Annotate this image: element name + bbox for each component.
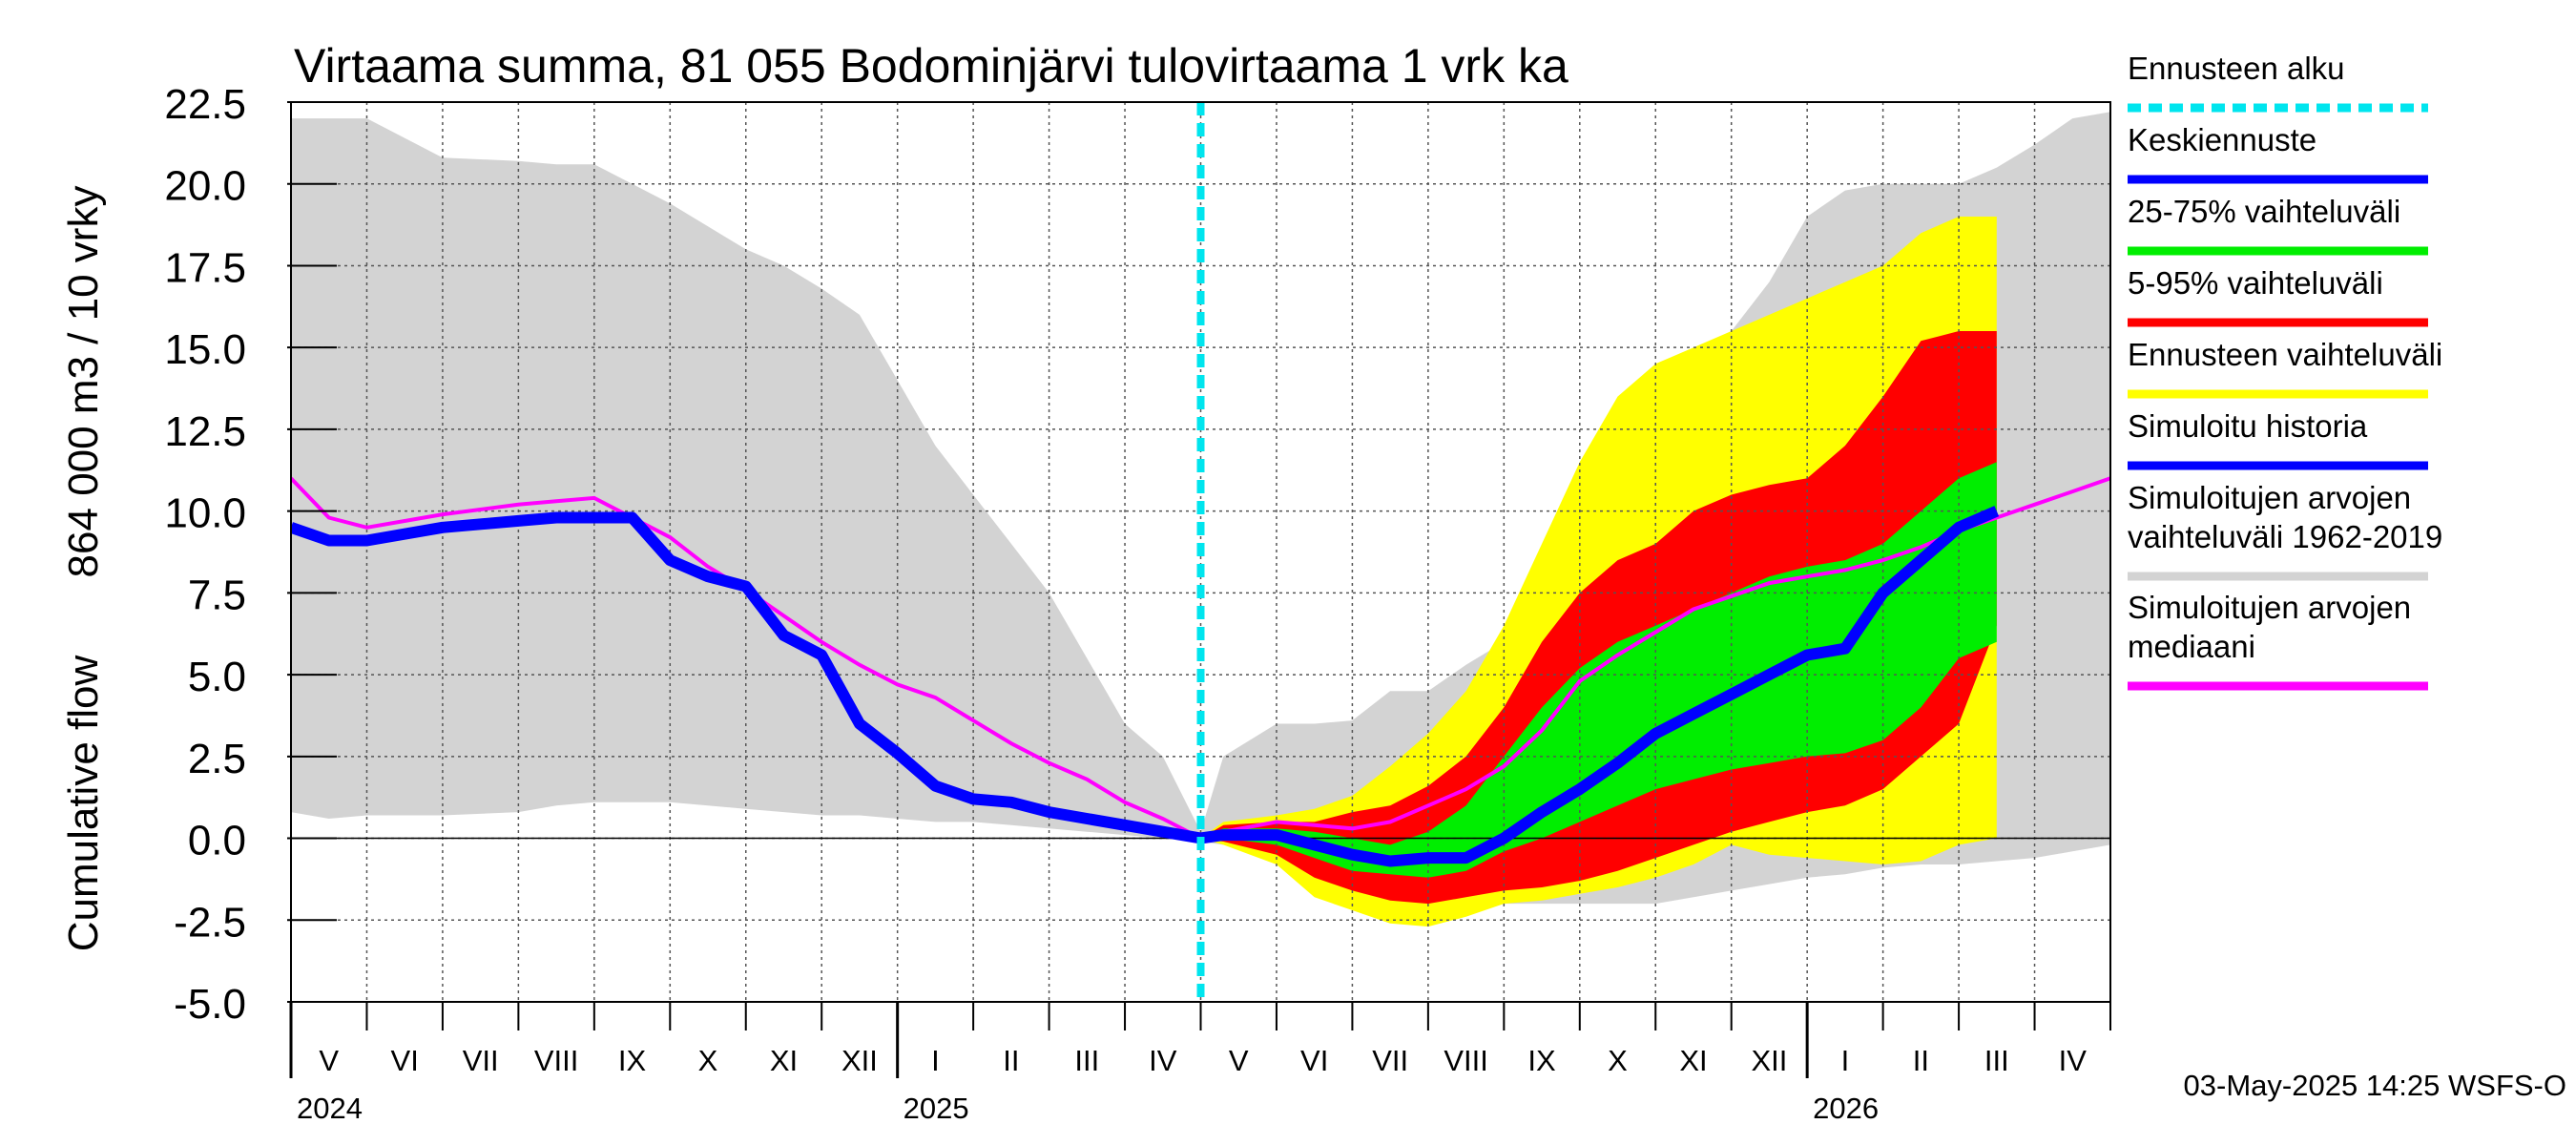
legend-label: Simuloitujen arvojen bbox=[2128, 480, 2411, 515]
y-tick-label: 22.5 bbox=[164, 81, 246, 128]
month-label: V bbox=[319, 1044, 339, 1077]
legend-label: Keskiennuste bbox=[2128, 122, 2316, 157]
y-axis: 22.5 20.0 17.5 15.0 12.5 10.0 7.5 5.0 2.5 0.0 -2.5… bbox=[164, 81, 337, 1028]
month-label: VII bbox=[463, 1044, 499, 1077]
simulated-history-line bbox=[291, 511, 1202, 844]
legend-label: 25-75% vaihteluväli bbox=[2128, 194, 2400, 229]
y-axis-label-top: 864 000 m3 / 10 vrky bbox=[60, 186, 107, 578]
month-label: II bbox=[1913, 1044, 1929, 1077]
month-label: IX bbox=[618, 1044, 647, 1077]
month-label: IV bbox=[2059, 1044, 2088, 1077]
y-tick-label: 15.0 bbox=[164, 326, 246, 373]
month-label: VI bbox=[391, 1044, 419, 1077]
y-tick-label: 10.0 bbox=[164, 490, 246, 537]
y-tick-label: 5.0 bbox=[188, 654, 246, 700]
y-tick-label: 2.5 bbox=[188, 736, 246, 782]
legend-label: Ennusteen alku bbox=[2128, 51, 2345, 86]
month-label: II bbox=[1003, 1044, 1019, 1077]
legend-label: 5-95% vaihteluväli bbox=[2128, 265, 2383, 301]
year-label: 2024 bbox=[297, 1092, 363, 1125]
y-tick-label: 0.0 bbox=[188, 818, 246, 864]
legend-label: mediaani bbox=[2128, 629, 2255, 664]
legend: Ennusteen alku Keskiennuste 25-75% vaihtel… bbox=[2128, 51, 2442, 691]
y-tick-label: -2.5 bbox=[174, 899, 246, 946]
y-tick-label: 7.5 bbox=[188, 572, 246, 618]
month-label: X bbox=[1608, 1044, 1628, 1077]
legend-label: Ennusteen vaihteluväli bbox=[2128, 337, 2442, 372]
year-label: 2026 bbox=[1813, 1092, 1879, 1125]
month-label: III bbox=[1074, 1044, 1099, 1077]
month-label: XII bbox=[841, 1044, 878, 1077]
y-tick-label: 12.5 bbox=[164, 408, 246, 455]
year-label: 2025 bbox=[904, 1092, 969, 1125]
footer-timestamp: 03-May-2025 14:25 WSFS-O bbox=[2184, 1069, 2566, 1102]
x-axis: V VI VII VIII IX X XI XII I II III IV V VI VII VIII IX X X… bbox=[289, 1002, 2111, 1125]
month-label: IV bbox=[1149, 1044, 1177, 1077]
month-label: I bbox=[1841, 1044, 1850, 1077]
month-label: VIII bbox=[1444, 1044, 1488, 1077]
legend-label: vaihteluväli 1962-2019 bbox=[2128, 519, 2442, 554]
month-label: X bbox=[698, 1044, 718, 1077]
legend-label: Simuloitujen arvojen bbox=[2128, 590, 2411, 625]
chart-title: Virtaama summa, 81 055 Bodominjärvi tulo… bbox=[294, 39, 1568, 93]
month-label: V bbox=[1229, 1044, 1249, 1077]
month-label: VI bbox=[1300, 1044, 1328, 1077]
month-label: IX bbox=[1527, 1044, 1556, 1077]
forecast-mean-line bbox=[1199, 506, 2000, 867]
month-label: XII bbox=[1751, 1044, 1787, 1077]
month-label: III bbox=[1984, 1044, 2009, 1077]
y-tick-label: 20.0 bbox=[164, 163, 246, 210]
month-label: VII bbox=[1372, 1044, 1408, 1077]
legend-label: Simuloitu historia bbox=[2128, 408, 2368, 444]
y-tick-label: 17.5 bbox=[164, 244, 246, 291]
y-axis-label-bottom: Cumulative flow bbox=[60, 656, 107, 952]
month-label: VIII bbox=[534, 1044, 579, 1077]
month-label: XI bbox=[1679, 1044, 1707, 1077]
forecast-5-95-band bbox=[1200, 331, 1997, 905]
month-label: XI bbox=[770, 1044, 798, 1077]
y-tick-label: -5.0 bbox=[174, 981, 246, 1028]
month-label: I bbox=[931, 1044, 940, 1077]
